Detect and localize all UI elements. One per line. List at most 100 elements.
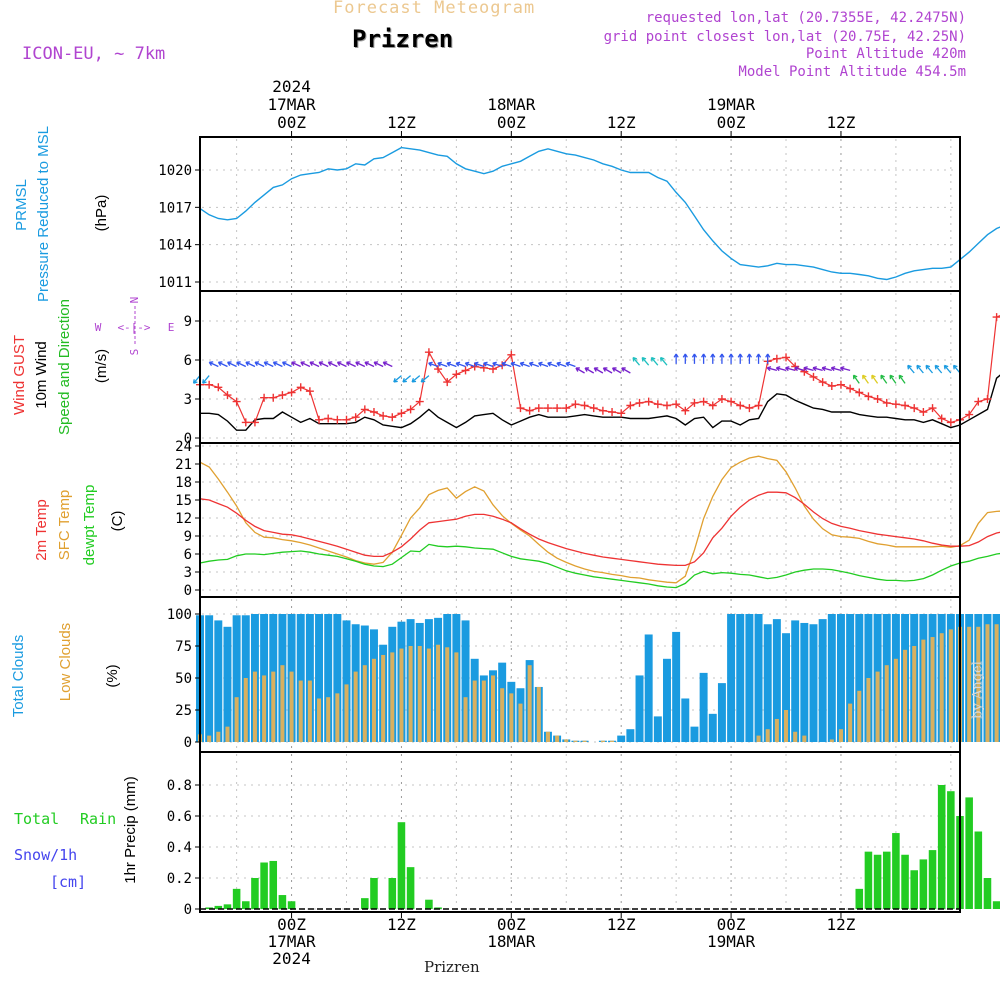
low-cloud-bar (399, 648, 404, 742)
low-cloud-bar (857, 690, 862, 742)
gust-marker (846, 384, 855, 393)
rain-bar (974, 831, 983, 909)
gust-marker (717, 395, 726, 403)
gust-marker (891, 400, 900, 409)
wind-direction-arrow (318, 361, 329, 368)
wind-direction-arrow (650, 356, 659, 366)
wind-dir-label: Speed and Direction (56, 299, 73, 435)
low-cloud-bar (600, 740, 605, 742)
wind-direction-arrow (281, 361, 292, 368)
gust-marker (827, 382, 836, 390)
rain-bar (910, 870, 918, 909)
low-cloud-bar (381, 654, 386, 742)
wind-direction-arrow (952, 364, 961, 374)
line-marks (192, 146, 1000, 589)
gust-marker (406, 405, 415, 414)
wind-direction-arrow (934, 364, 943, 374)
rain-bar (214, 905, 223, 909)
gust-marker (974, 397, 983, 406)
wind-direction-arrow (420, 375, 430, 383)
rain-bar (287, 901, 296, 909)
wind-direction-arrow (830, 366, 842, 372)
gust-marker (534, 404, 543, 413)
pressure-unit: (hPa) (93, 195, 110, 232)
total-cloud-bar (342, 620, 351, 742)
wind-direction-arrow (682, 353, 688, 364)
series-line (199, 146, 1000, 281)
low-cloud-bar (848, 703, 853, 742)
total-cloud-bar (644, 634, 653, 742)
y-tick-label: 0.4 (167, 840, 192, 856)
low-cloud-bar (939, 633, 944, 742)
total-cloud-bar (223, 626, 232, 742)
gust-marker (580, 401, 589, 410)
wind-direction-arrow (446, 361, 457, 368)
low-cloud-bar (536, 686, 541, 742)
y-tick-label: 0 (184, 735, 192, 751)
gust-marker (397, 409, 406, 418)
low-cloud-bar (555, 735, 560, 742)
gust-label: Wind GUST (11, 335, 28, 415)
gust-marker (727, 397, 736, 406)
wind-direction-arrow (785, 366, 796, 372)
wind-direction-arrow (641, 356, 650, 366)
low-cloud-bar (784, 710, 789, 742)
rain-bar (242, 901, 250, 909)
low-cloud-bar (326, 697, 331, 742)
total-cloud-bar (818, 619, 827, 742)
gust-marker (745, 404, 754, 413)
time-label-bottom: 12Z (607, 915, 636, 934)
low-cloud-bar (362, 665, 367, 742)
gust-marker (672, 400, 681, 409)
rain-bar (882, 851, 891, 909)
clouds-unit: (%) (104, 664, 121, 687)
time-label-top: 00Z (497, 113, 526, 132)
y-tick-label: 3 (184, 565, 192, 581)
wind-direction-arrow (227, 361, 237, 368)
gust-marker (736, 401, 745, 410)
time-label-bottom: 2024 (272, 949, 311, 968)
rain-bar (278, 895, 287, 909)
wind-direction-arrow (746, 353, 753, 364)
gust-marker (516, 404, 525, 413)
gust-marker (598, 406, 607, 415)
gust-marker (333, 415, 342, 424)
panel-frame (199, 136, 961, 292)
low-cloud-bar (976, 626, 981, 742)
low-cloud-bar (930, 637, 935, 742)
time-label-top: 17MAR (267, 95, 316, 114)
wind-direction-arrow (659, 356, 668, 366)
wind-direction-arrow (245, 361, 256, 368)
total-cloud-bar (800, 622, 809, 742)
low-cloud-bar (774, 718, 779, 742)
gust-marker (708, 401, 717, 410)
total-cloud-bar (772, 619, 781, 742)
panel-labels: PRMSL Pressure Reduced to MSL (hPa) Wind GU… (10, 126, 174, 891)
gust-marker (479, 363, 488, 372)
gust-marker (250, 418, 259, 427)
low-cloud-bar (866, 678, 871, 742)
y-tick-label: 1014 (158, 238, 192, 254)
wind-direction-arrow (483, 361, 494, 368)
time-label-top: 00Z (717, 113, 746, 132)
wind-direction-arrow (898, 374, 906, 384)
gust-marker (260, 393, 269, 402)
gust-marker (342, 415, 351, 424)
rain-bar (901, 854, 909, 909)
rain-bar (361, 898, 369, 909)
low-cloud-bar (317, 698, 322, 742)
low-cloud-bar (829, 739, 834, 742)
rain-bar (992, 901, 1000, 909)
rain-bar (370, 878, 378, 909)
pressure-label: Pressure Reduced to MSL (35, 126, 52, 302)
low-cloud-bar (765, 729, 770, 742)
wind-direction-arrow (852, 374, 860, 384)
total-cloud-bar (635, 675, 644, 742)
y-tick-label: 75 (175, 639, 192, 655)
y-tick-label: 0.8 (167, 778, 192, 794)
credit-watermark: by Angel (970, 661, 986, 719)
total-cloud-bar (305, 614, 314, 742)
total-cloud-bar (745, 614, 754, 742)
wind-direction-arrow (519, 361, 530, 368)
